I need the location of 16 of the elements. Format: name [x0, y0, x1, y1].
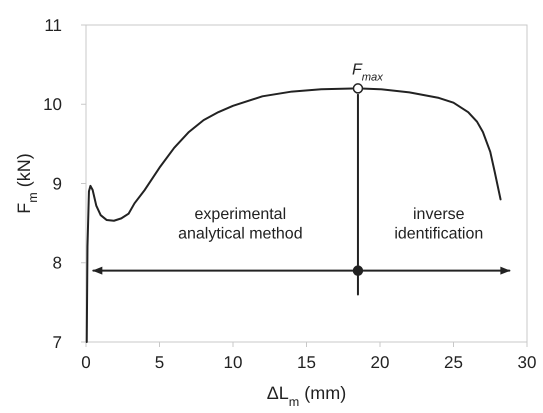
x-tick-label: 5	[154, 353, 164, 372]
annotation: inverse identification	[394, 206, 484, 242]
y-tick-label: 9	[52, 174, 62, 194]
x-tick-label: 25	[444, 353, 463, 372]
x-tick-label: 20	[370, 353, 390, 372]
y-tick-label: 7	[52, 332, 62, 352]
y-tick-label: 10	[43, 95, 62, 114]
y-tick-label: 8	[52, 254, 62, 273]
x-tick-label: 15	[297, 353, 316, 372]
annotation: F$_{max}$	[352, 61, 384, 84]
y-tick-label: 11	[44, 16, 62, 35]
x-tick-label: 10	[224, 353, 242, 372]
annotation: experimental analytical method	[178, 206, 303, 242]
x-tick-label: 30	[518, 353, 536, 372]
x-tick-label: 0	[81, 353, 91, 372]
x-axis-title: ΔL$_{m}$ (mm)	[266, 383, 346, 409]
